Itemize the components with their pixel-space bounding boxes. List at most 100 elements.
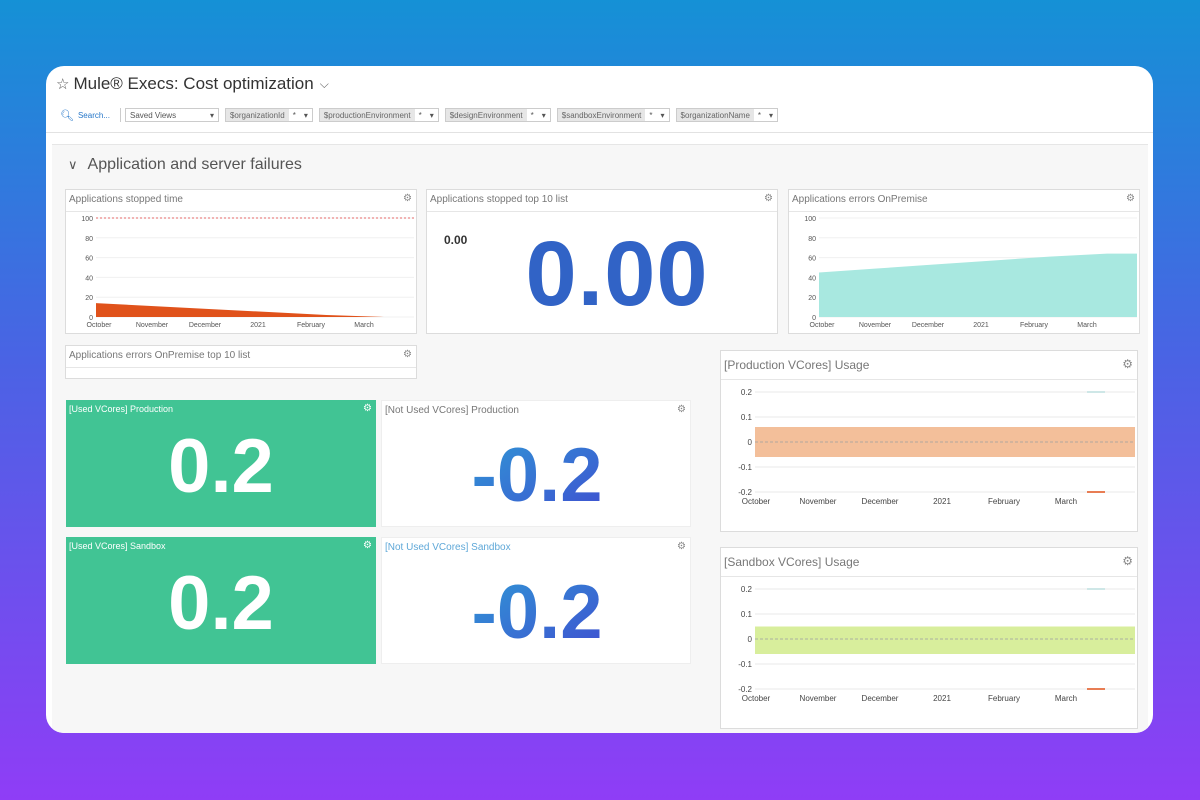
widget-title: Applications errors OnPremise top 10 lis… [69,350,251,361]
gear-icon[interactable]: ⚙ [363,540,372,551]
series-area [819,253,1137,317]
x-tick-label: October [87,322,113,329]
x-tick-label: February [1020,322,1049,329]
usage-band [755,626,1135,654]
gear-icon[interactable]: ⚙ [677,404,686,415]
variable-value: * [757,110,762,120]
y-tick-label: 20 [808,295,816,302]
y-tick-label: 0 [812,315,816,322]
y-tick-label: -0.1 [738,660,752,669]
variable-sandbox-environment[interactable]: $sandboxEnvironment * ▾ [556,108,670,122]
star-icon[interactable]: ☆ [56,76,70,93]
variable-production-environment[interactable]: $productionEnvironment * ▾ [318,108,439,122]
x-tick-label: December [862,497,899,506]
x-tick-label: December [189,322,222,329]
x-tick-label: October [742,694,771,703]
x-tick-label: 2021 [250,322,266,329]
x-tick-label: November [859,322,892,329]
gear-icon[interactable]: ⚙ [363,403,372,414]
gradient-value-graphic: -0.2 [472,570,603,655]
widget-applications-stopped-time[interactable]: Applications stopped time ⚙ 0 20 40 60 80 100… [65,189,417,334]
widget-title: [Used VCores] Sandbox [69,541,166,551]
y-tick-label: 100 [81,216,93,223]
y-tick-label: -0.1 [738,463,752,472]
divider [66,367,416,368]
gear-icon[interactable]: ⚙ [403,349,412,360]
x-tick-label: March [1055,694,1077,703]
widget-title: [Not Used VCores] Production [385,405,519,416]
widget-used-vcores-production[interactable]: [Used VCores] Production ⚙ 0.2 [66,400,376,527]
x-tick-label: March [1055,497,1077,506]
divider [721,576,1137,577]
group-header[interactable]: ∨ Application and server failures [68,156,302,174]
widget-applications-errors-onpremise[interactable]: Applications errors OnPremise ⚙ 0 20 40 60 8… [788,189,1140,334]
widget-applications-errors-top-list[interactable]: Applications errors OnPremise top 10 lis… [65,345,417,379]
variable-value: * [292,110,296,120]
chevron-down-icon[interactable]: ⌵ [319,76,329,91]
big-value: 0.2 [168,561,274,646]
y-tick-label: 0.1 [741,413,753,422]
y-tick-label: 0 [748,438,753,447]
search-icon: 🔍︎ [60,109,74,122]
divider [427,211,777,212]
y-tick-label: 80 [85,236,93,243]
variable-organization-id[interactable]: $organizationId * ▾ [224,108,313,122]
chart-applications-errors-onpremise: 0 20 40 60 80 100 October November December 2021 F… [804,216,1137,329]
dashboard-header: ☆ Mule® Execs: Cost optimization ⌵ [56,74,329,94]
x-tick-label: 2021 [973,322,989,329]
widget-title: [Production VCores] Usage [724,358,870,372]
x-tick-label: 2021 [933,497,951,506]
widget-not-used-vcores-sandbox[interactable]: [Not Used VCores] Sandbox ⚙ -0.2 [381,537,691,664]
y-tick-label: 0.2 [741,585,753,594]
widget-not-used-vcores-production[interactable]: [Not Used VCores] Production ⚙ -0.2 [381,400,691,527]
y-tick-label: 0 [748,635,753,644]
x-tick-label: February [988,694,1020,703]
variable-name: $sandboxEnvironment [557,109,646,121]
y-tick-label: 100 [804,216,816,223]
widget-used-vcores-sandbox[interactable]: [Used VCores] Sandbox ⚙ 0.2 [66,537,376,664]
y-tick-label: 0.1 [741,610,753,619]
widget-production-vcores-usage[interactable]: [Production VCores] Usage ⚙ 0.2 0.1 0 -0.1 -… [720,350,1138,532]
group-title: Application and server failures [87,156,302,173]
caret-down-icon: ▾ [541,110,546,120]
y-tick-label: 60 [808,256,816,263]
gear-icon[interactable]: ⚙ [1122,357,1133,371]
gear-icon[interactable]: ⚙ [677,541,686,552]
x-tick-label: November [800,497,837,506]
big-value: -0.2 [472,433,603,518]
saved-views-label: Saved Views [129,110,177,120]
variable-name: $designEnvironment [445,109,527,121]
y-tick-label: 0 [89,315,93,322]
y-tick-label: 20 [85,295,93,302]
variable-name: $organizationId [225,109,289,121]
y-tick-label: -0.2 [738,488,752,497]
dashboard-frame: ☆ Mule® Execs: Cost optimization ⌵ 🔍︎ Se… [46,66,1153,733]
gear-icon[interactable]: ⚙ [403,193,412,204]
x-tick-label: March [1077,322,1097,329]
x-tick-label: December [912,322,945,329]
variable-organization-name[interactable]: $organizationName * ▾ [675,108,779,122]
gear-icon[interactable]: ⚙ [1126,193,1135,204]
widget-title: Applications stopped top 10 list [430,194,568,205]
widget-sandbox-vcores-usage[interactable]: [Sandbox VCores] Usage ⚙ 0.2 0.1 0 -0.1 -0.2… [720,547,1138,729]
big-value: 0.2 [168,424,274,509]
gear-icon[interactable]: ⚙ [1122,554,1133,568]
variable-design-environment[interactable]: $designEnvironment * ▾ [444,108,551,122]
caret-down-icon: ▾ [769,110,774,120]
x-tick-label: November [800,694,837,703]
gear-icon[interactable]: ⚙ [764,193,773,204]
widget-title: Applications errors OnPremise [792,194,928,205]
dashboard-title: Mule® Execs: Cost optimization [73,74,314,93]
saved-views-select[interactable]: Saved Views ▾ [124,108,219,122]
variable-value: * [530,110,534,120]
search-control[interactable]: 🔍︎ Search... [60,109,110,122]
divider [66,211,416,212]
caret-down-icon: ▾ [209,110,214,120]
x-tick-label: October [742,497,771,506]
widget-applications-stopped-top-list[interactable]: Applications stopped top 10 list ⚙ 0.00 … [426,189,778,334]
divider [789,211,1139,212]
x-tick-label: 2021 [933,694,951,703]
y-tick-label: 80 [808,236,816,243]
